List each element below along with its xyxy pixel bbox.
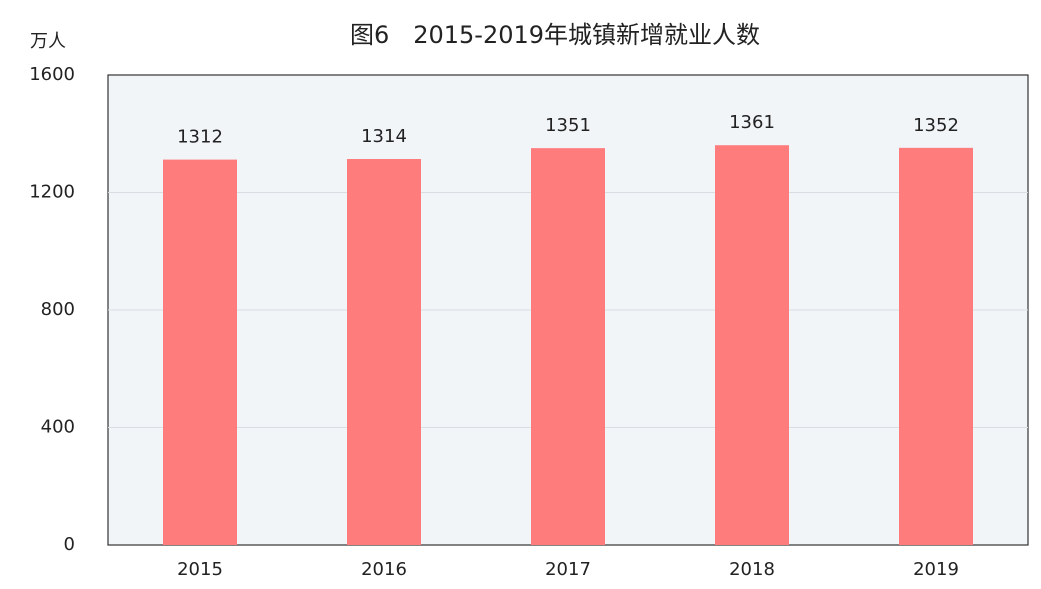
x-tick-label: 2016 (361, 559, 407, 580)
bar (715, 145, 789, 546)
data-label: 1361 (729, 112, 775, 133)
data-label: 1312 (177, 127, 223, 148)
y-axis-label: 万人 (30, 31, 66, 52)
y-tick-label: 400 (41, 417, 75, 438)
chart-title: 图6 2015-2019年城镇新增就业人数 (350, 21, 760, 49)
y-tick-label: 800 (41, 299, 75, 320)
y-tick-label: 1200 (29, 182, 75, 203)
bar (347, 159, 421, 545)
bar (899, 147, 973, 545)
data-label: 1351 (545, 115, 591, 136)
bar (531, 148, 605, 546)
x-tick-label: 2015 (177, 559, 223, 580)
bar (163, 159, 237, 545)
y-tick-label: 0 (64, 534, 75, 555)
x-tick-label: 2017 (545, 559, 591, 580)
data-label: 1352 (913, 115, 959, 136)
y-tick-label: 1600 (29, 64, 75, 85)
x-tick-label: 2018 (729, 559, 775, 580)
data-label: 1314 (361, 126, 407, 147)
x-tick-label: 2019 (913, 559, 959, 580)
